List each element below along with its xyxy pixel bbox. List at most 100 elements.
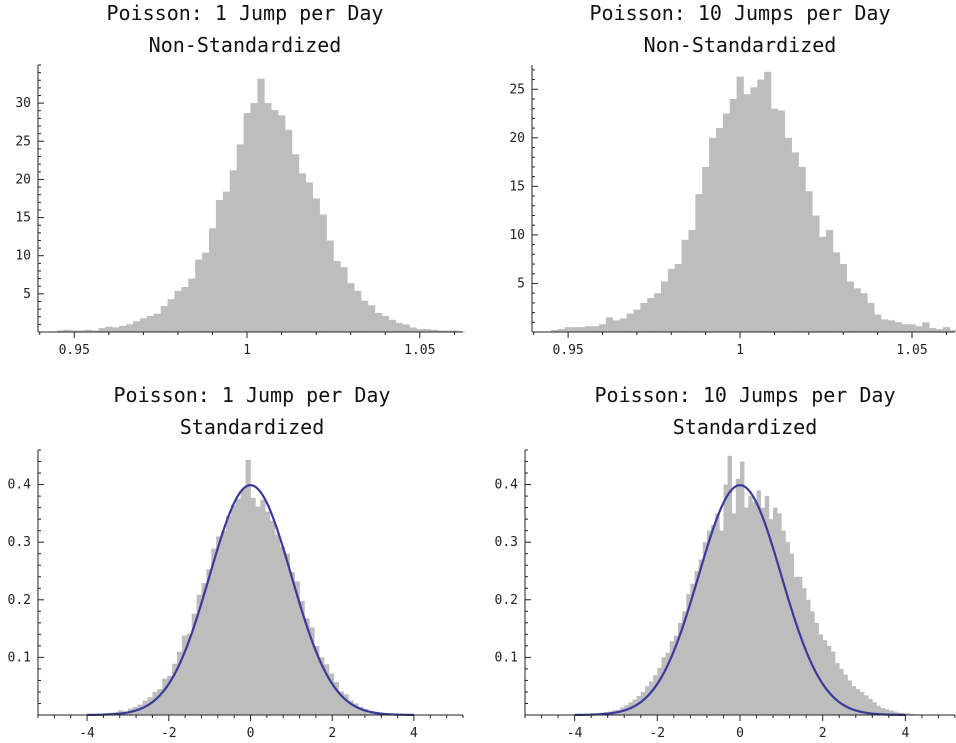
histogram-bar	[260, 499, 266, 715]
histogram-bar	[126, 324, 134, 332]
histogram-bar	[196, 594, 202, 715]
histogram-bar	[681, 239, 689, 332]
histogram-bar	[57, 330, 65, 332]
y-tick-label: 0.4	[8, 478, 32, 493]
histogram-bar	[694, 570, 699, 715]
x-tick-label: 0	[736, 726, 744, 741]
x-tick-label: -4	[79, 726, 95, 741]
histogram-bar	[354, 290, 362, 332]
histogram-bar	[363, 709, 369, 715]
histogram-bar	[119, 325, 127, 332]
histogram-bar	[191, 613, 197, 715]
histogram-bar	[735, 478, 741, 715]
histogram-bar	[319, 657, 325, 715]
histogram-bar	[314, 645, 320, 715]
histogram-bar	[338, 691, 344, 715]
histogram-bar	[644, 686, 650, 715]
panel-title-line-1: Poisson: 10 Jumps per Day	[589, 1, 890, 25]
histogram-bar	[915, 326, 923, 332]
histogram-bar	[653, 675, 658, 715]
y-tick-label: 20	[509, 131, 525, 146]
histogram-bar	[340, 267, 348, 332]
histogram-bar	[846, 281, 854, 332]
panel-bottom-left: Poisson: 1 Jump per Day Standardized -4-…	[8, 383, 464, 741]
histogram-bar	[922, 322, 930, 332]
histogram-bar	[186, 633, 192, 715]
x-tick-label: 4	[410, 726, 418, 741]
histogram-bar	[640, 691, 646, 715]
histogram-bar	[715, 128, 724, 332]
x-tick-label: 1.05	[896, 343, 927, 358]
y-tick-label: 20	[15, 172, 31, 187]
histogram-bar	[888, 710, 894, 715]
histogram-bar	[748, 496, 753, 715]
histogram-bar	[353, 703, 359, 715]
histogram-bar	[731, 513, 737, 715]
histogram-bar	[727, 455, 733, 715]
histogram-bar	[722, 113, 731, 332]
x-tick-label: 0.95	[552, 343, 583, 358]
histogram-bar	[381, 315, 390, 332]
y-tick-label: 5	[517, 276, 525, 291]
y-tick-label: 10	[509, 228, 525, 243]
histogram-bar	[222, 191, 231, 332]
histogram-bar	[822, 640, 828, 715]
histogram-bar	[236, 144, 244, 332]
histogram-bar	[430, 329, 438, 332]
histogram-bar	[752, 501, 757, 715]
histogram-bar	[402, 324, 410, 332]
histogram-bar	[176, 651, 183, 715]
histogram-bar	[757, 79, 765, 332]
histogram-bar	[216, 536, 222, 715]
histogram-bar	[740, 461, 745, 715]
histogram-bar	[221, 530, 227, 715]
histogram-bar	[91, 330, 99, 332]
histogram-bar	[98, 328, 106, 332]
histogram-bar	[832, 252, 841, 332]
histogram-bar	[157, 689, 163, 715]
histogram-bar	[291, 154, 300, 332]
panel-title-line-2: Non-Standardized	[149, 33, 342, 57]
histogram-bar	[240, 489, 246, 715]
histogram-bar	[874, 314, 882, 332]
y-tick-label: 0.1	[8, 650, 31, 665]
histogram-bar	[557, 329, 565, 332]
histogram-bar	[657, 667, 662, 715]
histogram-bar	[764, 71, 772, 333]
histogram-bar	[209, 228, 217, 332]
histogram-bar	[305, 182, 313, 332]
histogram-bar	[230, 504, 237, 715]
histogram-bar	[818, 634, 823, 715]
histogram-bar	[139, 318, 148, 332]
panel-top-right: Poisson: 10 Jumps per Day Non-Standardiz…	[509, 1, 956, 358]
histogram-bar	[298, 173, 307, 332]
histogram-bar	[250, 497, 256, 715]
histogram-bar	[690, 583, 695, 715]
histogram-bar	[843, 674, 848, 715]
histogram-bar	[245, 459, 251, 715]
histogram-bar	[343, 694, 349, 715]
panel-title-line-1: Poisson: 1 Jump per Day	[107, 1, 384, 25]
histogram-bar	[299, 600, 305, 715]
axes: -4 -2 0 2 4 0.1 0.2 0.3 0.4	[8, 449, 464, 741]
histogram-bar	[312, 198, 320, 332]
histogram-bar	[243, 113, 251, 332]
histogram-bar	[881, 319, 889, 332]
x-tick-label: 4	[901, 726, 909, 741]
histogram-bar	[367, 305, 376, 332]
histogram-bar	[162, 678, 168, 715]
histogram-bar	[550, 330, 559, 332]
histogram-bar	[744, 507, 749, 715]
histogram-bar	[830, 651, 836, 715]
histogram-bar	[229, 170, 237, 332]
histogram-bar	[826, 230, 834, 332]
histogram-bar	[682, 611, 687, 715]
histogram-bar	[257, 78, 265, 332]
histogram-bar	[839, 668, 844, 715]
histogram-bar	[304, 618, 310, 715]
histogram-bar	[250, 103, 258, 332]
histogram-bar	[324, 664, 330, 715]
x-tick-label: 1	[243, 343, 251, 358]
histogram-bar	[660, 281, 669, 332]
histogram-bar	[206, 569, 212, 715]
